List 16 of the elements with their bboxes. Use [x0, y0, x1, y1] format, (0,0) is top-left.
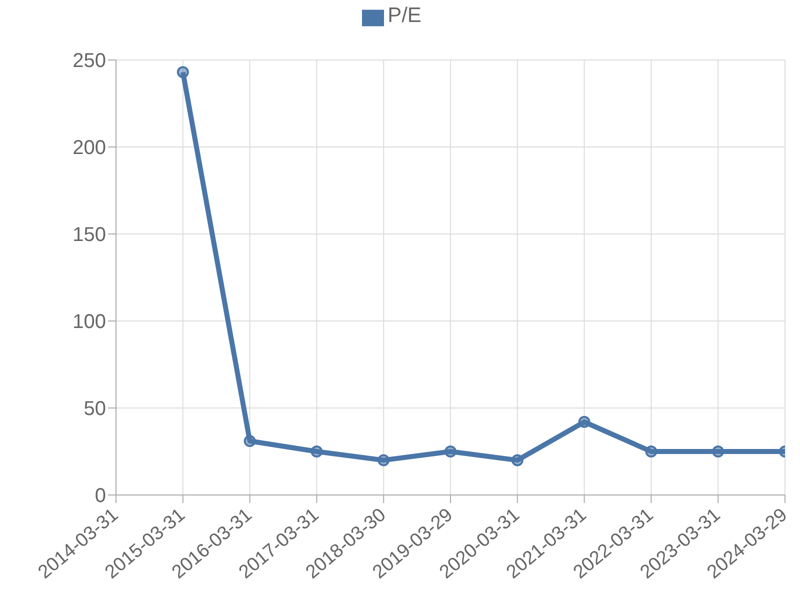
y-tick-label: 50 — [84, 398, 106, 420]
y-tick-label: 100 — [72, 311, 106, 334]
point — [310, 446, 323, 458]
point — [444, 446, 456, 458]
y-tick-label: 250 — [72, 50, 106, 72]
point — [712, 446, 724, 458]
point — [578, 416, 590, 428]
point — [378, 454, 390, 466]
y-tick-label: 200 — [72, 137, 106, 160]
point — [511, 454, 524, 466]
point — [244, 435, 256, 448]
legend-label: P/E — [388, 4, 422, 27]
point — [645, 446, 658, 458]
y-tick-label: 0 — [94, 485, 106, 508]
point — [176, 66, 189, 78]
y-tick-label: 150 — [72, 224, 106, 246]
